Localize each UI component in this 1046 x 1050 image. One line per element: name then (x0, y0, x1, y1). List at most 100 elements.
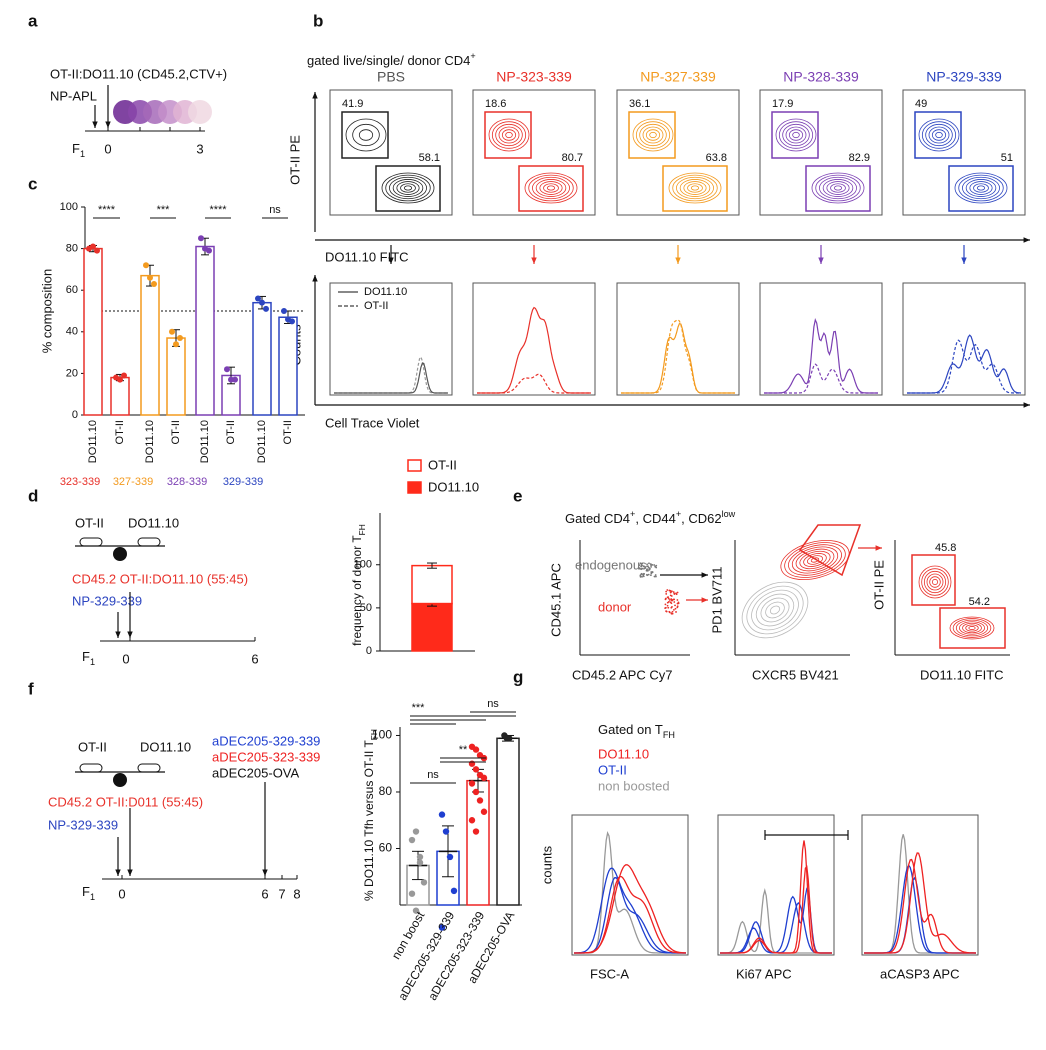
timeline-label: 0 (104, 141, 111, 156)
event-dot (638, 567, 641, 569)
data-point (442, 828, 450, 835)
x-tick-label: DO11.10 (144, 420, 156, 463)
contour (962, 622, 982, 634)
contour (690, 185, 700, 191)
contour (385, 174, 431, 202)
contour (403, 185, 413, 191)
contour (524, 172, 578, 204)
arrow-head (961, 257, 967, 264)
contour (775, 118, 817, 152)
donor-label: OT-II:DO11.10 (CD45.2,CTV+) (50, 66, 227, 81)
y-axis-label: frequency of donor TFH (350, 524, 367, 646)
timeline-label: 0 (118, 886, 125, 901)
gate (662, 165, 728, 212)
event-dot (640, 565, 643, 568)
plot-frame (616, 89, 740, 216)
text-part: , CD44 (635, 511, 675, 526)
timeline-label: 8 (293, 886, 300, 901)
contour (649, 131, 657, 139)
event-dot (642, 565, 645, 568)
panel-letter: b (313, 11, 323, 30)
x-tick-label: OT-II (282, 420, 294, 444)
contour (539, 181, 563, 195)
arrow-head (1023, 402, 1030, 408)
data-point (420, 879, 428, 886)
histogram-curve (720, 902, 832, 954)
division-circle (188, 100, 212, 124)
contour (352, 123, 380, 147)
y-axis-label: % DO11.10 Tfh versus OT-II TFH (362, 729, 379, 901)
arrow-head (701, 572, 708, 578)
contour (931, 129, 947, 141)
data-point (151, 280, 157, 287)
data-point (472, 766, 480, 773)
gate (911, 554, 956, 606)
contour (546, 185, 556, 191)
event-dot (672, 598, 675, 601)
histogram-curve (334, 362, 448, 394)
boost-label: aDEC205-OVA (212, 765, 300, 780)
contour (803, 553, 827, 567)
data-point (438, 924, 446, 931)
contour (921, 568, 949, 596)
contour (925, 123, 953, 147)
arrow-head (675, 257, 681, 264)
plot-frame (902, 89, 1026, 216)
event-dot (650, 571, 653, 574)
seesaw-pad (137, 537, 161, 547)
contour (918, 118, 960, 152)
significance-label: *** (157, 204, 171, 216)
data-point (232, 376, 238, 383)
text-part: F (82, 649, 90, 664)
contour (788, 544, 842, 576)
event-dot (654, 565, 657, 568)
contour (687, 183, 703, 193)
group-label: 327-339 (113, 476, 153, 488)
gate-percent: 36.1 (629, 98, 650, 110)
event-dot (664, 606, 667, 609)
data-point (408, 836, 416, 844)
event-dot (672, 591, 675, 593)
contour (928, 126, 950, 144)
contour (822, 179, 854, 197)
x-tick-label: DO11.10 (199, 420, 211, 463)
contour (782, 123, 810, 147)
event-dot (666, 596, 669, 599)
event-dot (649, 574, 652, 577)
contour (769, 605, 781, 615)
event-dot (675, 611, 677, 613)
event-dot (673, 601, 676, 603)
histogram-curve (574, 864, 686, 954)
contour (949, 616, 995, 640)
plot-frame (571, 814, 689, 956)
data-point (412, 828, 420, 835)
data-point (506, 735, 513, 742)
histogram-curve (864, 876, 976, 954)
data-point (446, 853, 454, 861)
histogram-curve (621, 319, 735, 394)
data-point (121, 372, 127, 379)
injection-label: NP-329-339 (72, 593, 142, 608)
arrow-head (105, 121, 111, 128)
data-point (224, 366, 230, 373)
sample-title: NP-323-339 (496, 69, 572, 85)
event-dot (665, 610, 668, 613)
strain-label: DO11.10 (140, 739, 191, 754)
text-part: FH (663, 730, 675, 740)
y-tick-label: 100 (60, 201, 78, 213)
text-part: 1 (80, 149, 85, 159)
sample-title: PBS (377, 69, 405, 85)
data-point (468, 780, 476, 787)
sample-title: NP-328-339 (783, 69, 859, 85)
bar-segment (411, 602, 453, 652)
x-axis-label: DO11.10 FITC (325, 249, 409, 264)
event-dot (669, 589, 672, 592)
event-dot (676, 602, 679, 605)
contour (632, 118, 674, 152)
timeline-start: F1 (82, 649, 95, 667)
data-point (259, 299, 265, 306)
contour (400, 183, 416, 193)
event-dot (639, 575, 642, 578)
plot-frame (759, 282, 883, 396)
bar (195, 245, 215, 416)
